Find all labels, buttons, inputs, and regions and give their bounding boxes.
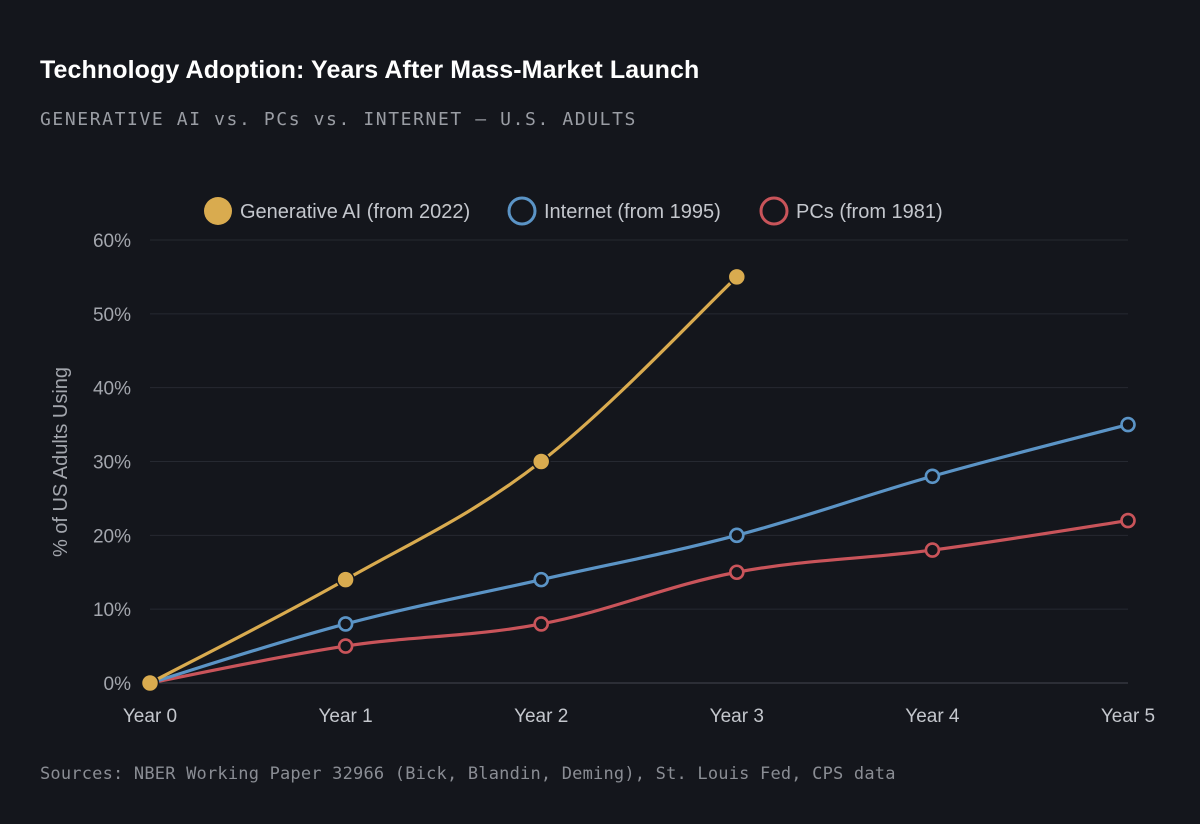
data-point — [140, 673, 160, 693]
legend-marker-filled — [204, 197, 232, 225]
data-point — [728, 527, 745, 544]
y-tick-label: 0% — [104, 674, 132, 695]
chart-subtitle: GENERATIVE AI vs. PCs vs. INTERNET — U.S… — [40, 109, 637, 130]
y-tick-label: 60% — [93, 231, 131, 252]
x-tick-label: Year 3 — [710, 706, 764, 727]
legend-marker-hollow — [759, 196, 789, 226]
legend-marker-hollow — [507, 196, 537, 226]
legend-item-1: Internet (from 1995) — [507, 196, 721, 226]
series-0 — [140, 267, 747, 693]
x-tick-label: Year 5 — [1101, 706, 1155, 727]
y-tick-label: 10% — [93, 600, 131, 621]
data-point — [533, 571, 550, 588]
data-point — [336, 570, 355, 589]
series-1 — [142, 416, 1136, 691]
legend-label: Generative AI (from 2022) — [240, 201, 470, 223]
axes: 0% 10% 20% 30% 40% 50% 60% Year 0 Year 1 Year 2 Ye… — [50, 231, 1155, 727]
data-point — [533, 616, 550, 632]
y-tick-label: 40% — [93, 379, 131, 400]
y-tick-label: 30% — [93, 453, 131, 474]
legend-label: Internet (from 1995) — [544, 201, 721, 223]
series-line-0 — [148, 275, 739, 685]
legend: Generative AI (from 2022) Internet (from … — [204, 196, 943, 226]
x-tick-label: Year 1 — [318, 706, 372, 727]
chart-title: Technology Adoption: Years After Mass-Ma… — [40, 56, 700, 84]
data-point — [924, 542, 941, 558]
series-group — [140, 267, 1136, 693]
legend-label: PCs (from 1981) — [796, 201, 943, 223]
data-point — [728, 564, 745, 581]
data-point — [1120, 512, 1136, 529]
data-point — [531, 452, 551, 471]
data-point — [337, 638, 354, 654]
series-line-2 — [148, 518, 1130, 685]
y-tick-label: 20% — [93, 526, 131, 547]
legend-item-0: Generative AI (from 2022) — [204, 197, 470, 225]
source-note: Sources: NBER Working Paper 32966 (Bick,… — [40, 764, 896, 784]
series-2 — [142, 512, 1136, 691]
grid-lines — [150, 239, 1128, 610]
y-tick-label: 50% — [93, 305, 131, 326]
data-point — [924, 468, 941, 485]
x-tick-label: Year 0 — [123, 706, 177, 727]
series-line-1 — [148, 422, 1130, 685]
data-point — [1120, 416, 1136, 433]
legend-item-2: PCs (from 1981) — [759, 196, 943, 226]
y-axis-label: % of US Adults Using — [50, 367, 72, 557]
x-tick-label: Year 2 — [514, 706, 568, 727]
x-tick-label: Year 4 — [905, 706, 960, 727]
data-point — [337, 616, 354, 632]
data-point — [727, 267, 747, 287]
